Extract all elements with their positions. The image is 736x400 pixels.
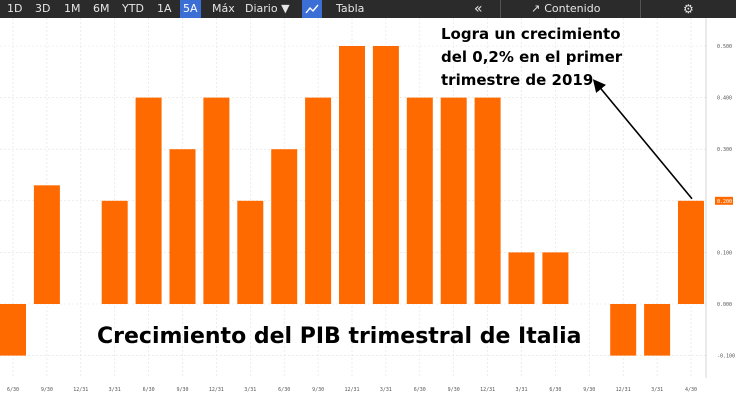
x-tick-label: 9/30 bbox=[448, 387, 460, 393]
gdp-bar bbox=[169, 149, 196, 304]
x-tick-label: 9/30 bbox=[41, 387, 53, 393]
range-3d[interactable]: 3D bbox=[35, 2, 51, 15]
range-ytd[interactable]: YTD bbox=[122, 2, 144, 15]
gdp-bar-chart: 0.500 0.400 0.300 0.200 0.100 0.000 -0.100 6/3… bbox=[0, 18, 735, 393]
x-tick-label: 6/30 bbox=[414, 387, 426, 393]
gdp-bar bbox=[372, 46, 399, 304]
x-tick-label: 3/31 bbox=[651, 387, 663, 393]
gdp-bar bbox=[203, 97, 230, 304]
range-1m[interactable]: 1M bbox=[64, 2, 81, 15]
y-tick-label: 0.300 bbox=[717, 147, 732, 153]
x-tick-label: 9/30 bbox=[583, 387, 595, 393]
gdp-bar bbox=[271, 149, 298, 304]
gear-icon[interactable]: ⚙ bbox=[640, 0, 694, 18]
chart-title: Crecimiento del PIB trimestral de Italia bbox=[97, 324, 582, 349]
chart-toolbar: 1D 3D 1M 6M YTD 1A 5A Máx Diario ▼ Tabla… bbox=[0, 0, 736, 18]
chart-icon: ↗ bbox=[531, 2, 541, 15]
annotation-line-2: del 0,2% en el primer bbox=[441, 48, 623, 66]
gdp-bar bbox=[610, 304, 637, 356]
range-1d[interactable]: 1D bbox=[7, 2, 23, 15]
content-label: Contenido bbox=[544, 2, 601, 15]
x-tick-label: 3/31 bbox=[244, 387, 256, 393]
gdp-bar bbox=[508, 252, 535, 304]
range-max[interactable]: Máx bbox=[212, 2, 235, 15]
y-tick-label: 0.000 bbox=[717, 302, 732, 308]
annotation-line-3: trimestre de 2019 bbox=[441, 71, 593, 89]
gdp-bar bbox=[0, 304, 26, 356]
y-tick-label: 0.400 bbox=[717, 96, 732, 102]
x-tick-label: 6/30 bbox=[549, 387, 561, 393]
gdp-bar bbox=[339, 46, 365, 304]
gdp-bar bbox=[237, 200, 264, 304]
annotation-line-1: Logra un crecimiento bbox=[441, 25, 621, 43]
gdp-bar bbox=[474, 97, 501, 304]
y-tick-label: -0.100 bbox=[717, 354, 735, 360]
range-1a[interactable]: 1A bbox=[157, 2, 172, 15]
gdp-bar bbox=[406, 97, 433, 304]
gdp-bar bbox=[678, 200, 704, 304]
x-tick-label: 12/31 bbox=[209, 387, 224, 393]
x-tick-label: 12/31 bbox=[73, 387, 88, 393]
y-tick-label: 0.500 bbox=[717, 44, 732, 50]
gdp-bar bbox=[101, 200, 128, 304]
collapse-button[interactable]: « bbox=[474, 1, 483, 17]
x-tick-label: 6/30 bbox=[7, 387, 19, 393]
line-chart-icon[interactable] bbox=[302, 0, 322, 18]
y-tick-label: 0.100 bbox=[717, 250, 732, 256]
content-button[interactable]: ↗ Contenido bbox=[500, 0, 600, 18]
chart-bars bbox=[0, 46, 704, 356]
gdp-bar bbox=[644, 304, 671, 356]
range-5a[interactable]: 5A bbox=[180, 0, 201, 18]
range-6m[interactable]: 6M bbox=[93, 2, 110, 15]
x-tick-label: 3/31 bbox=[515, 387, 527, 393]
x-tick-label: 9/30 bbox=[176, 387, 188, 393]
last-value-marker: 0.200 bbox=[715, 196, 733, 205]
x-axis-ticks: 6/30 9/30 12/31 3/31 6/30 9/30 12/31 3/31 6/30 9/… bbox=[7, 387, 697, 393]
gdp-bar bbox=[33, 185, 60, 304]
x-tick-label: 12/31 bbox=[616, 387, 631, 393]
gdp-bar bbox=[135, 97, 162, 304]
x-tick-label: 3/31 bbox=[109, 387, 121, 393]
last-value-label: 0.200 bbox=[717, 199, 732, 205]
annotation-arrow bbox=[592, 79, 693, 200]
x-tick-label: 12/31 bbox=[344, 387, 359, 393]
x-tick-label: 3/31 bbox=[380, 387, 392, 393]
x-tick-label: 6/30 bbox=[143, 387, 155, 393]
frequency-dropdown[interactable]: Diario ▼ bbox=[245, 2, 290, 15]
x-tick-label: 12/31 bbox=[480, 387, 495, 393]
x-tick-label: 6/30 bbox=[278, 387, 290, 393]
gdp-bar bbox=[305, 97, 332, 304]
gdp-bar bbox=[440, 97, 467, 304]
gdp-bar bbox=[542, 252, 569, 304]
x-tick-label: 4/30 bbox=[685, 387, 697, 393]
table-button[interactable]: Tabla bbox=[336, 2, 365, 15]
x-tick-label: 9/30 bbox=[312, 387, 324, 393]
